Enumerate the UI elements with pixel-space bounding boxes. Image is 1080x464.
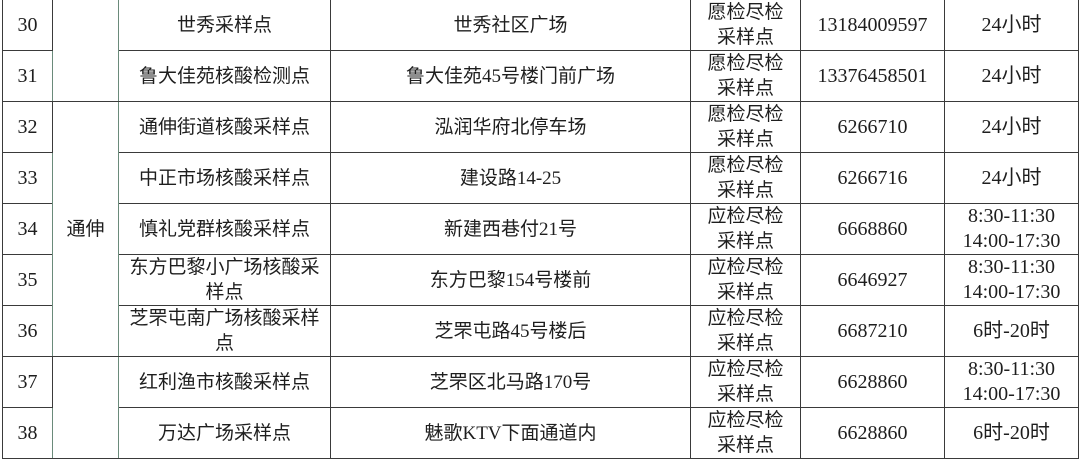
site-name: 红利渔市核酸采样点 (118, 356, 331, 408)
site-name: 中正市场核酸采样点 (118, 152, 331, 204)
row-number: 36 (2, 305, 53, 357)
site-hours: 24小时 (944, 0, 1079, 51)
row-number: 30 (2, 0, 53, 51)
site-address: 新建西巷付21号 (330, 203, 691, 255)
site-type: 愿检尽检采样点 (690, 50, 801, 102)
row-number: 37 (2, 356, 53, 408)
site-hours: 24小时 (944, 152, 1079, 204)
site-phone: 6687210 (800, 305, 945, 357)
district-cell (52, 0, 119, 102)
site-type: 愿检尽检采样点 (690, 152, 801, 204)
site-phone: 13376458501 (800, 50, 945, 102)
site-address: 东方巴黎154号楼前 (330, 254, 691, 306)
table-row: 37 红利渔市核酸采样点 芝罘区北马路170号 应检尽检采样点 6628860 8:30-… (2, 356, 1079, 459)
site-name: 通伸街道核酸采样点 (118, 101, 331, 153)
site-name: 万达广场采样点 (118, 407, 331, 459)
row-number: 33 (2, 152, 53, 204)
site-address: 鲁大佳苑45号楼门前广场 (330, 50, 691, 102)
site-type: 应检尽检采样点 (690, 254, 801, 306)
district-cell (52, 356, 119, 459)
site-type: 愿检尽检采样点 (690, 101, 801, 153)
table-row: 30 世秀采样点 世秀社区广场 愿检尽检采样点 13184009597 24小时 (2, 0, 1079, 102)
table-row: 32 通伸 通伸街道核酸采样点 泓润华府北停车场 愿检尽检采样点 6266710 24小时 (2, 101, 1079, 357)
site-phone: 6266710 (800, 101, 945, 153)
site-type: 应检尽检采样点 (690, 356, 801, 408)
site-hours: 8:30-11:30 14:00-17:30 (944, 203, 1079, 255)
row-number: 32 (2, 101, 53, 153)
site-hours: 8:30-11:30 14:00-17:30 (944, 356, 1079, 408)
site-address: 世秀社区广场 (330, 0, 691, 51)
site-phone: 6266716 (800, 152, 945, 204)
site-hours: 6时-20时 (944, 407, 1079, 459)
site-type: 应检尽检采样点 (690, 203, 801, 255)
site-hours: 24小时 (944, 50, 1079, 102)
site-phone: 6646927 (800, 254, 945, 306)
site-hours: 8:30-11:30 14:00-17:30 (944, 254, 1079, 306)
site-phone: 6668860 (800, 203, 945, 255)
table-row: 36 芝罘屯南广场核酸采样点 芝罘屯路45号楼后 应检尽检采样点 6687210 6时-2… (2, 305, 1079, 357)
site-hours: 24小时 (944, 101, 1079, 153)
table-row: 38 万达广场采样点 魅歌KTV下面通道内 应检尽检采样点 6628860 6时-20时 (2, 407, 1079, 459)
row-number: 35 (2, 254, 53, 306)
row-number: 38 (2, 407, 53, 459)
site-phone: 6628860 (800, 407, 945, 459)
site-name: 东方巴黎小广场核酸采样点 (118, 254, 331, 306)
site-hours: 6时-20时 (944, 305, 1079, 357)
table-row: 35 东方巴黎小广场核酸采样点 东方巴黎154号楼前 应检尽检采样点 6646927 8:… (2, 254, 1079, 306)
site-address: 建设路14-25 (330, 152, 691, 204)
site-type: 愿检尽检采样点 (690, 0, 801, 51)
site-address: 芝罘屯路45号楼后 (330, 305, 691, 357)
site-phone: 6628860 (800, 356, 945, 408)
site-phone: 13184009597 (800, 0, 945, 51)
site-address: 芝罘区北马路170号 (330, 356, 691, 408)
table-row: 31 鲁大佳苑核酸检测点 鲁大佳苑45号楼门前广场 愿检尽检采样点 1337645850… (2, 50, 1079, 102)
row-number: 31 (2, 50, 53, 102)
site-name: 芝罘屯南广场核酸采样点 (118, 305, 331, 357)
site-type: 应检尽检采样点 (690, 305, 801, 357)
site-name: 鲁大佳苑核酸检测点 (118, 50, 331, 102)
site-address: 泓润华府北停车场 (330, 101, 691, 153)
table-row: 33 中正市场核酸采样点 建设路14-25 愿检尽检采样点 6266716 24小时 (2, 152, 1079, 204)
row-number: 34 (2, 203, 53, 255)
site-name: 慎礼党群核酸采样点 (118, 203, 331, 255)
district-cell: 通伸 (52, 101, 119, 357)
table-row: 34 慎礼党群核酸采样点 新建西巷付21号 应检尽检采样点 6668860 8:30-11… (2, 203, 1079, 255)
site-type: 应检尽检采样点 (690, 407, 801, 459)
site-address: 魅歌KTV下面通道内 (330, 407, 691, 459)
site-name: 世秀采样点 (118, 0, 331, 51)
